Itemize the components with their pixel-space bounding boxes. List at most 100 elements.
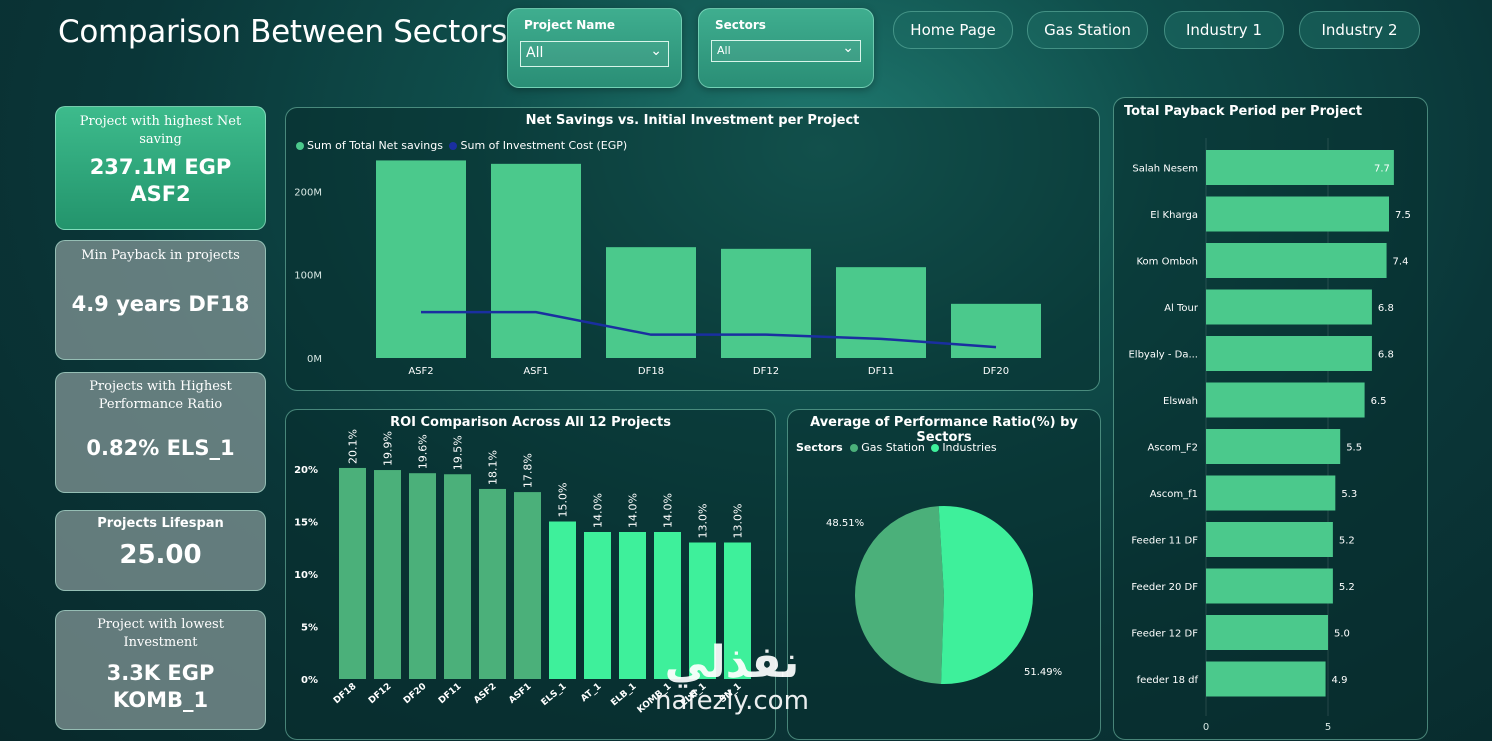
data-label: 14.0% [592,493,605,528]
x-tick-label: DF11 [868,366,894,377]
home-page-button[interactable]: Home Page [893,11,1013,49]
x-tick-label: DF18 [638,366,664,377]
legend-dot [850,444,859,452]
chart-title: Total Payback Period per Project [1124,104,1363,119]
pie-slice [855,506,944,684]
chart-title: Net Savings vs. Initial Investment per P… [525,113,860,128]
net-savings-bar [606,247,696,358]
gas-station-button[interactable]: Gas Station [1027,11,1148,49]
data-label: 14.0% [627,493,640,528]
x-tick-label: ELS_1 [540,682,569,708]
data-label: 5.5 [1346,443,1362,454]
payback-bar [1206,429,1341,464]
kpi-highest-performance-ratio: Projects with Highest Performance Ratio … [55,372,266,493]
net-savings-chart-panel[interactable]: Net Savings vs. Initial Investment per P… [285,107,1100,391]
kpi-title: Min Payback in projects [81,248,240,263]
investment-cost-line [421,310,997,349]
data-label: 7.5 [1395,210,1411,221]
y-tick-label: feeder 18 df [1137,675,1199,686]
sectors-slicer[interactable]: Sectors All ⌄ [698,8,874,88]
kpi-value: 25.00 [119,540,202,570]
sectors-label: Sectors [715,18,766,32]
y-tick-label: Elbyaly - Da... [1128,350,1198,361]
project-name-label: Project Name [524,18,616,32]
watermark-latin: nafezly.com [655,686,809,716]
y-tick-label: 15% [294,518,318,529]
payback-chart: Salah Nesem 7.7 El Kharga 7.5 Kom Omboh 7.4 Al… [1128,138,1411,733]
x-tick-label: 0 [1203,722,1209,733]
sectors-dropdown[interactable]: All ⌄ [711,40,861,62]
data-label: 13.0% [732,504,745,539]
data-label: 17.8% [522,453,535,488]
data-label: 6.8 [1378,303,1394,314]
kpi-title: Project with lowest Investment [97,617,224,650]
roi-bar [584,532,611,679]
payback-bar [1206,382,1365,418]
x-tick-label: DF20 [402,682,428,706]
project-name-dropdown[interactable]: All ⌄ [520,41,669,67]
payback-bar [1206,475,1336,511]
y-tick-label: Ascom_f1 [1150,489,1198,500]
watermark: نفذلي nafezly.com [655,640,809,717]
payback-bar [1206,150,1394,185]
kpi-projects-lifespan: Projects Lifespan 25.00 [55,510,266,591]
x-tick-label: ASF1 [523,366,548,377]
x-tick-label: AT_1 [579,682,603,705]
x-tick-label: DF20 [983,366,1009,377]
payback-bar [1206,243,1387,278]
y-tick-label: 0% [301,675,318,686]
y-tick-label: Kom Omboh [1136,257,1198,268]
net-savings-bar [836,267,926,358]
kpi-title: Projects with Highest Performance Ratio [89,379,232,412]
net-savings-chart: 0M 100M 200M ASF2 ASF1 DF18 DF12 DF11 DF20 [294,160,1041,377]
data-label: 13.0% [697,504,710,539]
x-tick-label: ASF2 [472,682,498,706]
chart-legend: Sum of Total Net savings Sum of Investme… [296,139,627,152]
y-tick-label: Elswah [1163,396,1198,407]
x-tick-label: 5 [1325,722,1331,733]
project-name-slicer[interactable]: Project Name All ⌄ [507,8,682,88]
kpi-value: 3.3K EGP [106,661,215,685]
x-tick-label: DF11 [437,682,463,706]
legend-dot [296,142,304,150]
data-label: 7.4 [1393,257,1409,268]
page-title: Comparison Between Sectors [58,14,507,50]
chevron-down-icon: ⌄ [842,40,854,56]
y-tick-label: 5% [301,623,318,634]
y-tick-label: Feeder 11 DF [1131,536,1198,547]
performance-pie-panel[interactable]: Average of Performance Ratio(%) by Secto… [787,409,1101,740]
chart-title: Average of Performance Ratio(%) by Secto… [810,415,1078,445]
roi-bar [339,467,366,679]
legend-label: Industries [942,441,997,454]
payback-bar [1206,661,1326,697]
y-tick-label: 20% [294,465,318,476]
payback-bar [1206,522,1333,557]
payback-bar [1206,615,1328,650]
data-label: 19.9% [382,431,395,466]
y-tick-label: Feeder 20 DF [1131,582,1198,593]
x-tick-label: DF12 [753,366,779,377]
data-label: 19.6% [417,434,430,469]
y-tick-label: 100M [294,271,322,282]
payback-chart-panel[interactable]: Total Payback Period per Project Salah N… [1113,97,1428,740]
roi-chart-panel[interactable]: ROI Comparison Across All 12 Projects 0%… [285,409,776,740]
net-savings-bar [376,160,466,358]
chevron-down-icon: ⌄ [650,43,662,59]
legend-title: Sectors [796,441,843,454]
chart-legend: Sectors Gas Station Industries [796,441,997,454]
roi-bar [479,488,506,679]
net-savings-bar [721,248,811,358]
legend-label: Sum of Total Net savings [307,139,443,152]
roi-bar [549,521,576,679]
data-label: 19.5% [452,435,465,470]
y-tick-label: 10% [294,570,318,581]
x-tick-label: ELB_1 [609,682,638,709]
data-label: 5.2 [1339,582,1355,593]
payback-bar [1206,289,1372,325]
industry-1-button[interactable]: Industry 1 [1164,11,1284,49]
industry-2-button[interactable]: Industry 2 [1299,11,1420,49]
kpi-value: 237.1M EGP [89,155,232,179]
roi-chart: 0% 5% 10% 15% 20% 20.1% DF18 19.9% DF12 19.6% DF20… [294,429,751,716]
payback-bar [1206,196,1389,232]
sectors-value: All [717,44,731,57]
